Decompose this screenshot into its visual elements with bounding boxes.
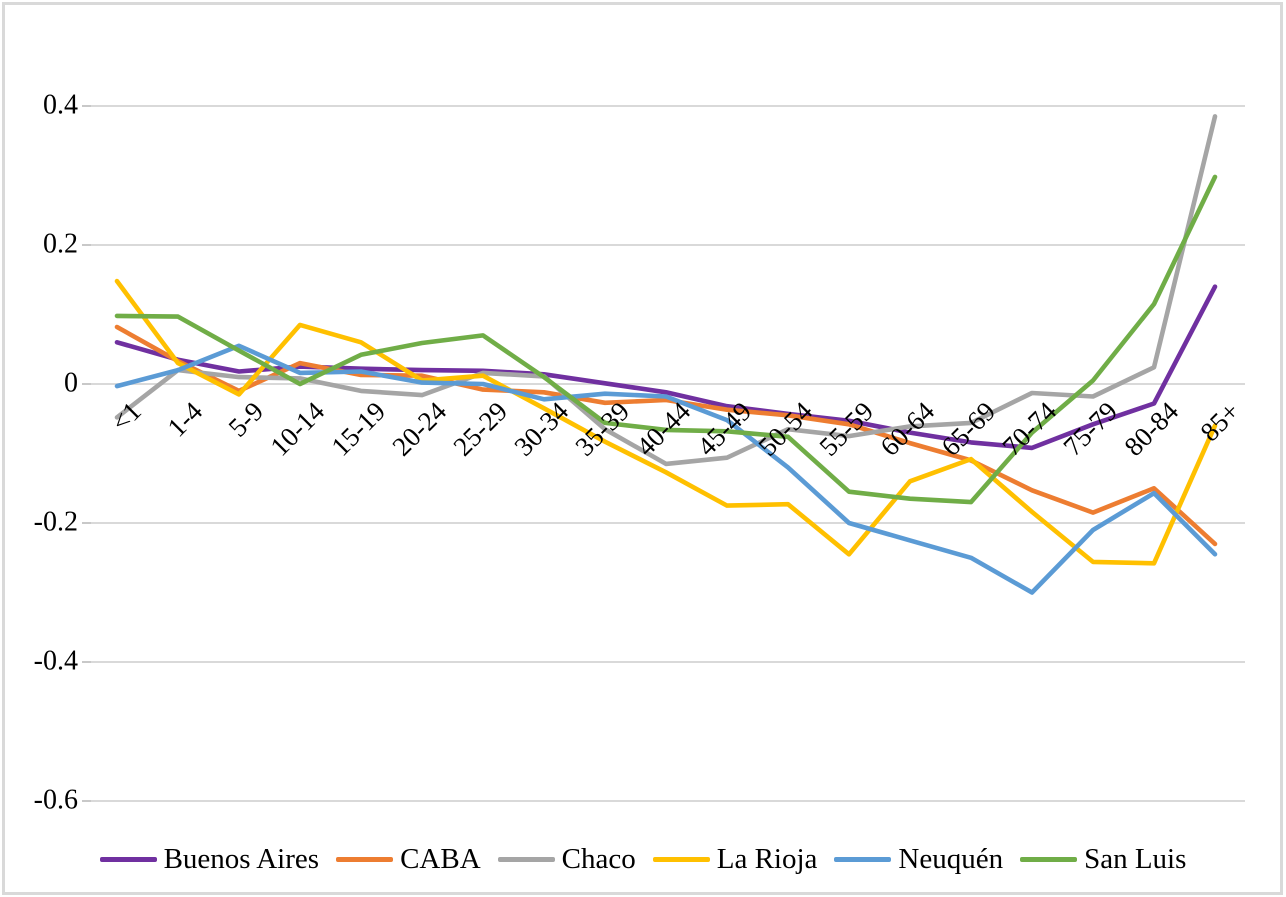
- chart-legend: Buenos Aires CABA Chaco La Rioja Neuquén San …: [0, 838, 1286, 880]
- legend-item-buenos-aires: Buenos Aires: [99, 842, 320, 876]
- y-axis-label--0.4: -0.4: [33, 645, 78, 677]
- legend-label: San Luis: [1084, 842, 1187, 875]
- series-line-la-rioja: [114, 278, 1218, 566]
- y-axis-label-0.4: 0.4: [43, 89, 78, 121]
- series-line-san-luis: [114, 174, 1218, 505]
- legend-item-caba: CABA: [336, 843, 481, 876]
- y-axis-label-0.2: 0.2: [43, 228, 78, 260]
- legend-item-neuquén: Neuquén: [834, 843, 1003, 876]
- legend-swatch-icon: [1020, 856, 1078, 862]
- legend-swatch-icon: [99, 856, 157, 862]
- legend-label: Neuquén: [898, 842, 1004, 875]
- legend-swatch-icon: [336, 856, 394, 862]
- legend-item-la-rioja: La Rioja: [652, 842, 818, 876]
- y-axis-label--0.2: -0.2: [33, 506, 78, 538]
- series-line-chaco: [114, 114, 1218, 467]
- legend-swatch-icon: [652, 856, 710, 862]
- legend-swatch-icon: [497, 856, 555, 862]
- legend-item-san-luis: San Luis: [1020, 843, 1186, 876]
- series-line-caba: [114, 324, 1218, 547]
- legend-label: CABA: [400, 842, 481, 875]
- legend-label: Buenos Aires: [163, 842, 320, 875]
- legend-swatch-icon: [834, 856, 892, 862]
- series-line-neuquén: [114, 343, 1218, 595]
- horizontal-gridlines: [82, 105, 1245, 802]
- legend-label: La Rioja: [716, 842, 818, 875]
- y-axis-label--0.6: -0.6: [33, 784, 78, 816]
- legend-item-chaco: Chaco: [497, 842, 636, 876]
- y-axis-label-0: 0: [64, 367, 78, 399]
- series-line-buenos-aires: [114, 284, 1218, 451]
- legend-label: Chaco: [561, 842, 636, 875]
